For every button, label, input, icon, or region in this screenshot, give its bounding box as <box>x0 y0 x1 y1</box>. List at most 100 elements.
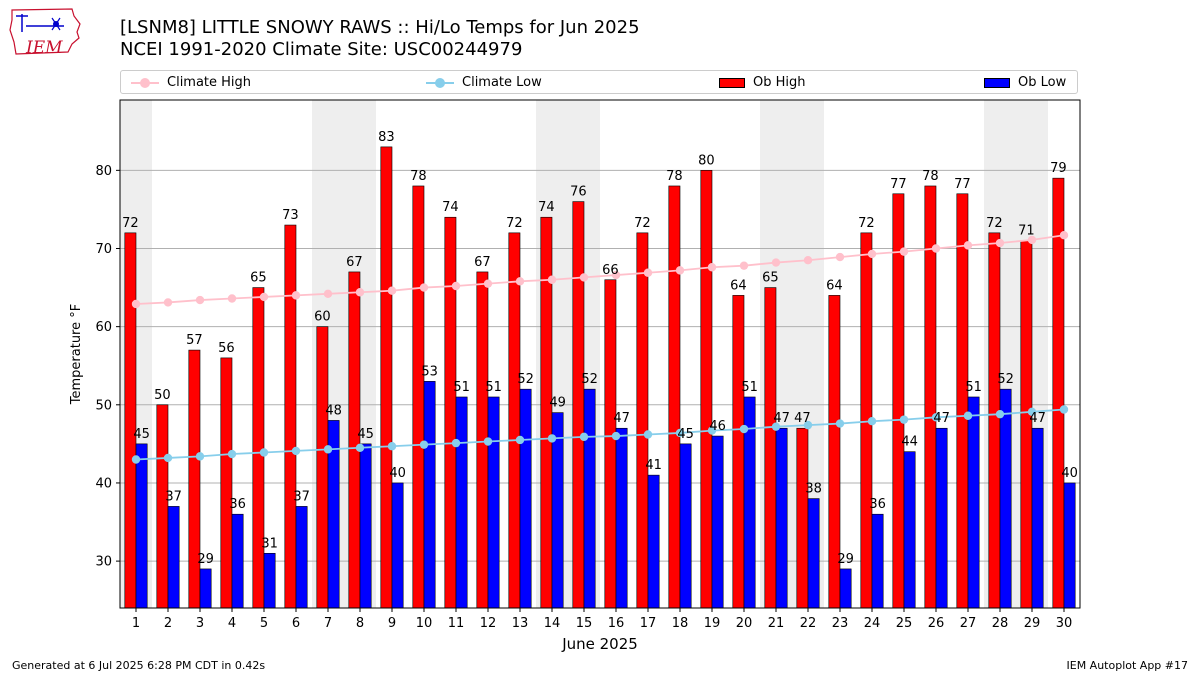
label-ob-high-15: 76 <box>570 185 587 200</box>
point-climate-high-20 <box>739 261 749 270</box>
chart-legend: Climate High Climate Low Ob High Ob Low <box>120 70 1078 94</box>
legend-label-ob-high: Ob High <box>753 75 806 90</box>
bar-ob-high-7 <box>316 326 329 609</box>
x-tick-label-26: 26 <box>928 616 945 631</box>
bar-ob-low-2 <box>167 506 180 609</box>
label-ob-low-13: 52 <box>517 372 534 387</box>
legend-item-ob-high: Ob High <box>719 74 806 92</box>
bar-ob-low-1 <box>135 443 148 609</box>
app-credit: IEM Autoplot App #17 <box>1066 659 1189 672</box>
y-tick-label-30: 30 <box>95 555 112 570</box>
legend-item-climate-low: Climate Low <box>426 74 542 92</box>
label-ob-high-27: 77 <box>954 177 971 192</box>
label-ob-low-27: 51 <box>965 380 982 395</box>
label-ob-low-16: 47 <box>613 411 630 426</box>
label-ob-high-25: 77 <box>890 177 907 192</box>
point-climate-high-5 <box>259 292 269 302</box>
label-ob-high-20: 64 <box>730 278 747 293</box>
iowa-map-icon <box>9 8 81 55</box>
label-ob-low-20: 51 <box>741 380 758 395</box>
point-climate-low-5 <box>259 448 269 457</box>
point-climate-high-29 <box>1027 235 1037 245</box>
bar-ob-high-21 <box>764 287 777 609</box>
bar-ob-high-17 <box>636 232 649 609</box>
label-ob-low-1: 45 <box>133 427 150 442</box>
x-tick-label-23: 23 <box>832 616 849 631</box>
point-climate-high-22 <box>803 256 813 265</box>
point-climate-low-13 <box>515 435 525 445</box>
point-climate-low-15 <box>579 432 589 442</box>
point-climate-high-28 <box>995 238 1005 248</box>
y-tick-label-70: 70 <box>95 242 112 257</box>
label-ob-low-6: 37 <box>293 489 310 504</box>
label-ob-high-3: 57 <box>186 333 203 348</box>
bar-ob-low-26 <box>935 427 948 609</box>
bar-ob-high-13 <box>508 232 521 609</box>
x-tick-label-11: 11 <box>448 616 465 631</box>
bar-ob-high-2 <box>156 404 169 609</box>
point-climate-high-3 <box>195 295 205 305</box>
bar-ob-low-6 <box>295 506 308 609</box>
x-tick-label-21: 21 <box>768 616 785 631</box>
bar-ob-high-16 <box>604 279 617 609</box>
bar-ob-high-5 <box>252 287 265 609</box>
point-climate-low-21 <box>771 422 781 431</box>
point-climate-high-25 <box>899 247 909 256</box>
bar-ob-high-11 <box>444 216 457 609</box>
x-tick-label-2: 2 <box>164 616 172 631</box>
point-climate-high-21 <box>771 258 781 267</box>
label-ob-high-12: 67 <box>474 255 491 270</box>
x-tick-label-30: 30 <box>1056 616 1073 631</box>
point-climate-low-20 <box>739 424 749 434</box>
point-climate-high-23 <box>835 252 845 262</box>
bar-ob-high-9 <box>380 146 393 609</box>
label-ob-high-10: 78 <box>410 169 427 184</box>
label-ob-low-28: 52 <box>997 372 1014 387</box>
point-climate-high-12 <box>483 279 493 288</box>
label-ob-high-23: 64 <box>826 278 843 293</box>
x-tick-label-3: 3 <box>196 616 204 631</box>
point-climate-high-1 <box>131 299 141 309</box>
label-ob-high-18: 78 <box>666 169 683 184</box>
legend-item-ob-low: Ob Low <box>984 74 1066 92</box>
label-ob-high-24: 72 <box>858 216 875 231</box>
bar-ob-low-8 <box>359 443 372 609</box>
legend-item-climate-high: Climate High <box>131 74 251 92</box>
bar-ob-low-19 <box>711 435 724 609</box>
label-ob-high-16: 66 <box>602 263 619 278</box>
label-ob-low-29: 47 <box>1029 411 1046 426</box>
point-climate-high-8 <box>355 288 365 297</box>
point-climate-high-19 <box>707 263 717 272</box>
x-tick-label-17: 17 <box>640 616 657 631</box>
bar-ob-low-10 <box>423 381 436 609</box>
bar-ob-low-17 <box>647 474 660 609</box>
label-ob-low-14: 49 <box>549 396 566 411</box>
climate-low-swatch <box>426 77 454 88</box>
point-climate-high-11 <box>451 281 461 291</box>
y-axis-label: Temperature °F <box>69 304 84 405</box>
x-tick-label-14: 14 <box>544 616 561 631</box>
y-tick-label-80: 80 <box>95 164 112 179</box>
label-ob-high-1: 72 <box>122 216 139 231</box>
climate-high-swatch <box>131 77 159 88</box>
y-tick-label-40: 40 <box>95 476 112 491</box>
chart-title: [LSNM8] LITTLE SNOWY RAWS :: Hi/Lo Temps… <box>120 17 640 38</box>
x-tick-label-16: 16 <box>608 616 625 631</box>
bar-ob-high-3 <box>188 349 201 609</box>
chart-subtitle: NCEI 1991-2020 Climate Site: USC00244979 <box>120 39 523 60</box>
x-tick-label-20: 20 <box>736 616 753 631</box>
label-ob-high-8: 67 <box>346 255 363 270</box>
bar-ob-low-12 <box>487 396 500 609</box>
bar-ob-low-15 <box>583 388 596 609</box>
label-ob-low-7: 48 <box>325 403 342 418</box>
point-climate-low-30 <box>1059 405 1069 414</box>
bar-ob-low-16 <box>615 427 628 609</box>
legend-label-climate-low: Climate Low <box>462 75 542 90</box>
x-tick-label-4: 4 <box>228 616 236 631</box>
label-ob-low-9: 40 <box>389 466 406 481</box>
point-climate-low-1 <box>131 455 141 464</box>
gridlines <box>120 169 1080 562</box>
label-ob-high-30: 79 <box>1050 161 1067 176</box>
point-climate-low-11 <box>451 438 461 448</box>
bar-ob-high-22 <box>796 427 809 609</box>
